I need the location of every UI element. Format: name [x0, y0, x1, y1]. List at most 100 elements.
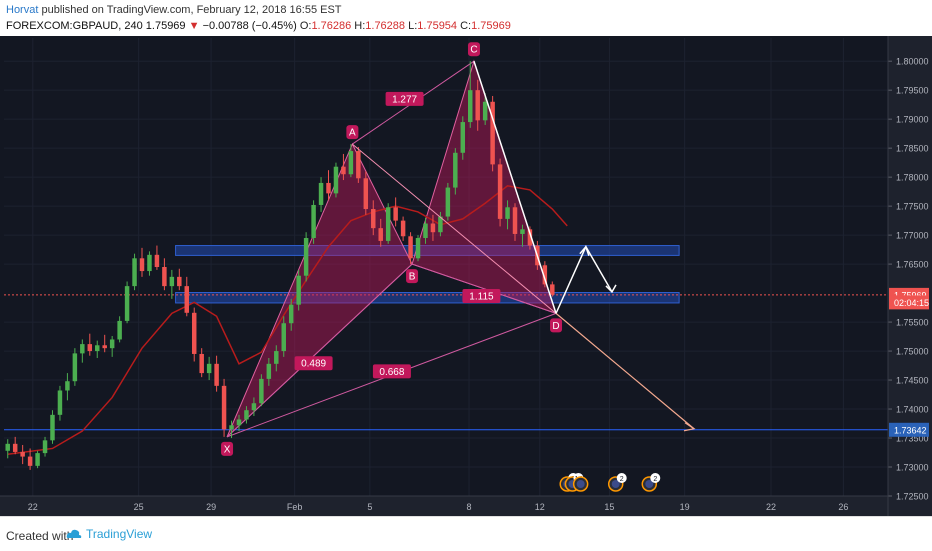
price-change: −0.00788 (−0.45%): [202, 20, 297, 32]
y-tick-label: 1.79000: [896, 115, 929, 125]
candle-body: [147, 254, 152, 272]
flag-icon: [576, 480, 585, 488]
y-tick-label: 1.77000: [896, 231, 929, 241]
x-tick-label: 12: [535, 502, 545, 512]
y-tick-label: 1.75500: [896, 318, 929, 328]
candle-body: [42, 440, 48, 454]
symbol-line: FOREXCOM:GBPAUD, 240 1.75969 ▼ −0.00788 …: [6, 20, 511, 32]
candle-body: [206, 363, 212, 374]
pattern-point-badge: [550, 318, 563, 333]
candle-body: [221, 385, 227, 430]
y-tick-label: 1.74500: [896, 376, 929, 386]
low-value: 1.75954: [417, 20, 458, 32]
candle-body: [371, 209, 376, 229]
down-arrow-icon: ▼: [188, 20, 200, 32]
candle-body: [326, 182, 331, 194]
y-tick-label: 1.73500: [896, 434, 929, 444]
x-tick-label: Feb: [287, 502, 303, 512]
moving-average-line: [7, 185, 568, 456]
candle-body: [430, 223, 436, 233]
candle-body: [229, 425, 234, 430]
candle-body: [512, 207, 518, 234]
pattern-point-badge: [467, 42, 480, 57]
y-tick-label: 1.76500: [896, 260, 929, 270]
flag-icon: [645, 480, 654, 488]
candle-body: [12, 443, 18, 452]
cloud-icon: [66, 529, 82, 538]
footer: Created with TradingView: [0, 516, 932, 551]
candle-body: [482, 101, 488, 121]
candle-body: [505, 207, 510, 219]
ratio-label: 1.277: [392, 94, 417, 105]
pattern-point-label: A: [349, 128, 356, 139]
forecast-arrowhead-down: [605, 284, 617, 294]
ratio-label-box: [294, 356, 333, 371]
projection-arrowhead: [683, 422, 696, 432]
candle-body: [169, 276, 175, 287]
candle-body: [363, 178, 369, 210]
price-axis-marker: [889, 295, 929, 310]
price-axis-marker-label: 02:04:15: [894, 298, 929, 308]
candle-body: [244, 410, 249, 420]
close-value: 1.75969: [471, 20, 511, 32]
candle-body: [303, 238, 309, 276]
candle-body: [281, 323, 286, 352]
price-chart[interactable]: 1.80000 1.79500 1.79000 1.78500 1.78000 1.775…: [0, 36, 932, 516]
candle-body: [423, 223, 428, 239]
candle-body: [475, 90, 480, 121]
pattern-point-label: X: [224, 444, 231, 455]
candle-body: [35, 453, 40, 466]
candle-body: [438, 216, 443, 233]
candle-body: [296, 275, 301, 305]
candle-body: [460, 122, 466, 153]
event-count-label: 2: [620, 476, 624, 483]
candle-body: [191, 312, 197, 354]
pattern-point-badge: [221, 441, 234, 456]
candle-body: [348, 151, 354, 175]
candle-body: [102, 345, 107, 349]
candle-body: [274, 351, 279, 364]
candle-body: [184, 286, 190, 313]
support-resistance-zone: [175, 245, 680, 256]
last-price: 1.75969: [145, 20, 186, 32]
tradingview-logo[interactable]: TradingView: [66, 527, 152, 541]
pattern-point-label: B: [409, 272, 416, 283]
time-axis-background: [0, 496, 888, 516]
candle-body: [520, 229, 525, 234]
y-tick-label: 1.74000: [896, 405, 929, 415]
candle-body: [415, 238, 421, 259]
y-tick-label: 1.77500: [896, 202, 929, 212]
candle-body: [497, 164, 503, 219]
open-value: 1.76286: [311, 20, 352, 32]
high-value: 1.76288: [365, 20, 406, 32]
event-count-badge: [616, 473, 627, 483]
pattern-point-label: C: [470, 45, 477, 56]
candle-body: [400, 220, 406, 237]
y-tick-label: 1.72500: [896, 492, 929, 502]
candle-body: [311, 204, 316, 239]
candle-body: [408, 236, 413, 259]
candle-body: [318, 182, 324, 205]
candle-body: [199, 353, 204, 374]
candle-body: [542, 265, 548, 285]
support-resistance-zone: [175, 292, 680, 304]
y-tick-label: 1.78000: [896, 173, 929, 183]
forecast-arrowhead-up: [579, 245, 590, 256]
candle-body: [177, 276, 182, 287]
candle-body: [214, 363, 219, 386]
candle-body: [124, 286, 130, 321]
candle-body: [50, 414, 55, 441]
candle-body: [259, 378, 264, 404]
candle-body: [5, 443, 10, 451]
price-axis-marker-label: 1.73642: [894, 425, 927, 435]
chart-background: [0, 36, 932, 516]
candle-body: [80, 344, 85, 354]
event-count-label: 2: [653, 476, 657, 483]
author-link[interactable]: Horvat: [6, 4, 39, 16]
ratio-label: 0.489: [301, 359, 326, 370]
symbol-name: FOREXCOM:GBPAUD, 240: [6, 20, 143, 32]
x-tick-label: 8: [467, 502, 472, 512]
candle-body: [288, 304, 294, 324]
candle-body: [393, 207, 398, 221]
pattern-line-xb: [226, 263, 413, 438]
